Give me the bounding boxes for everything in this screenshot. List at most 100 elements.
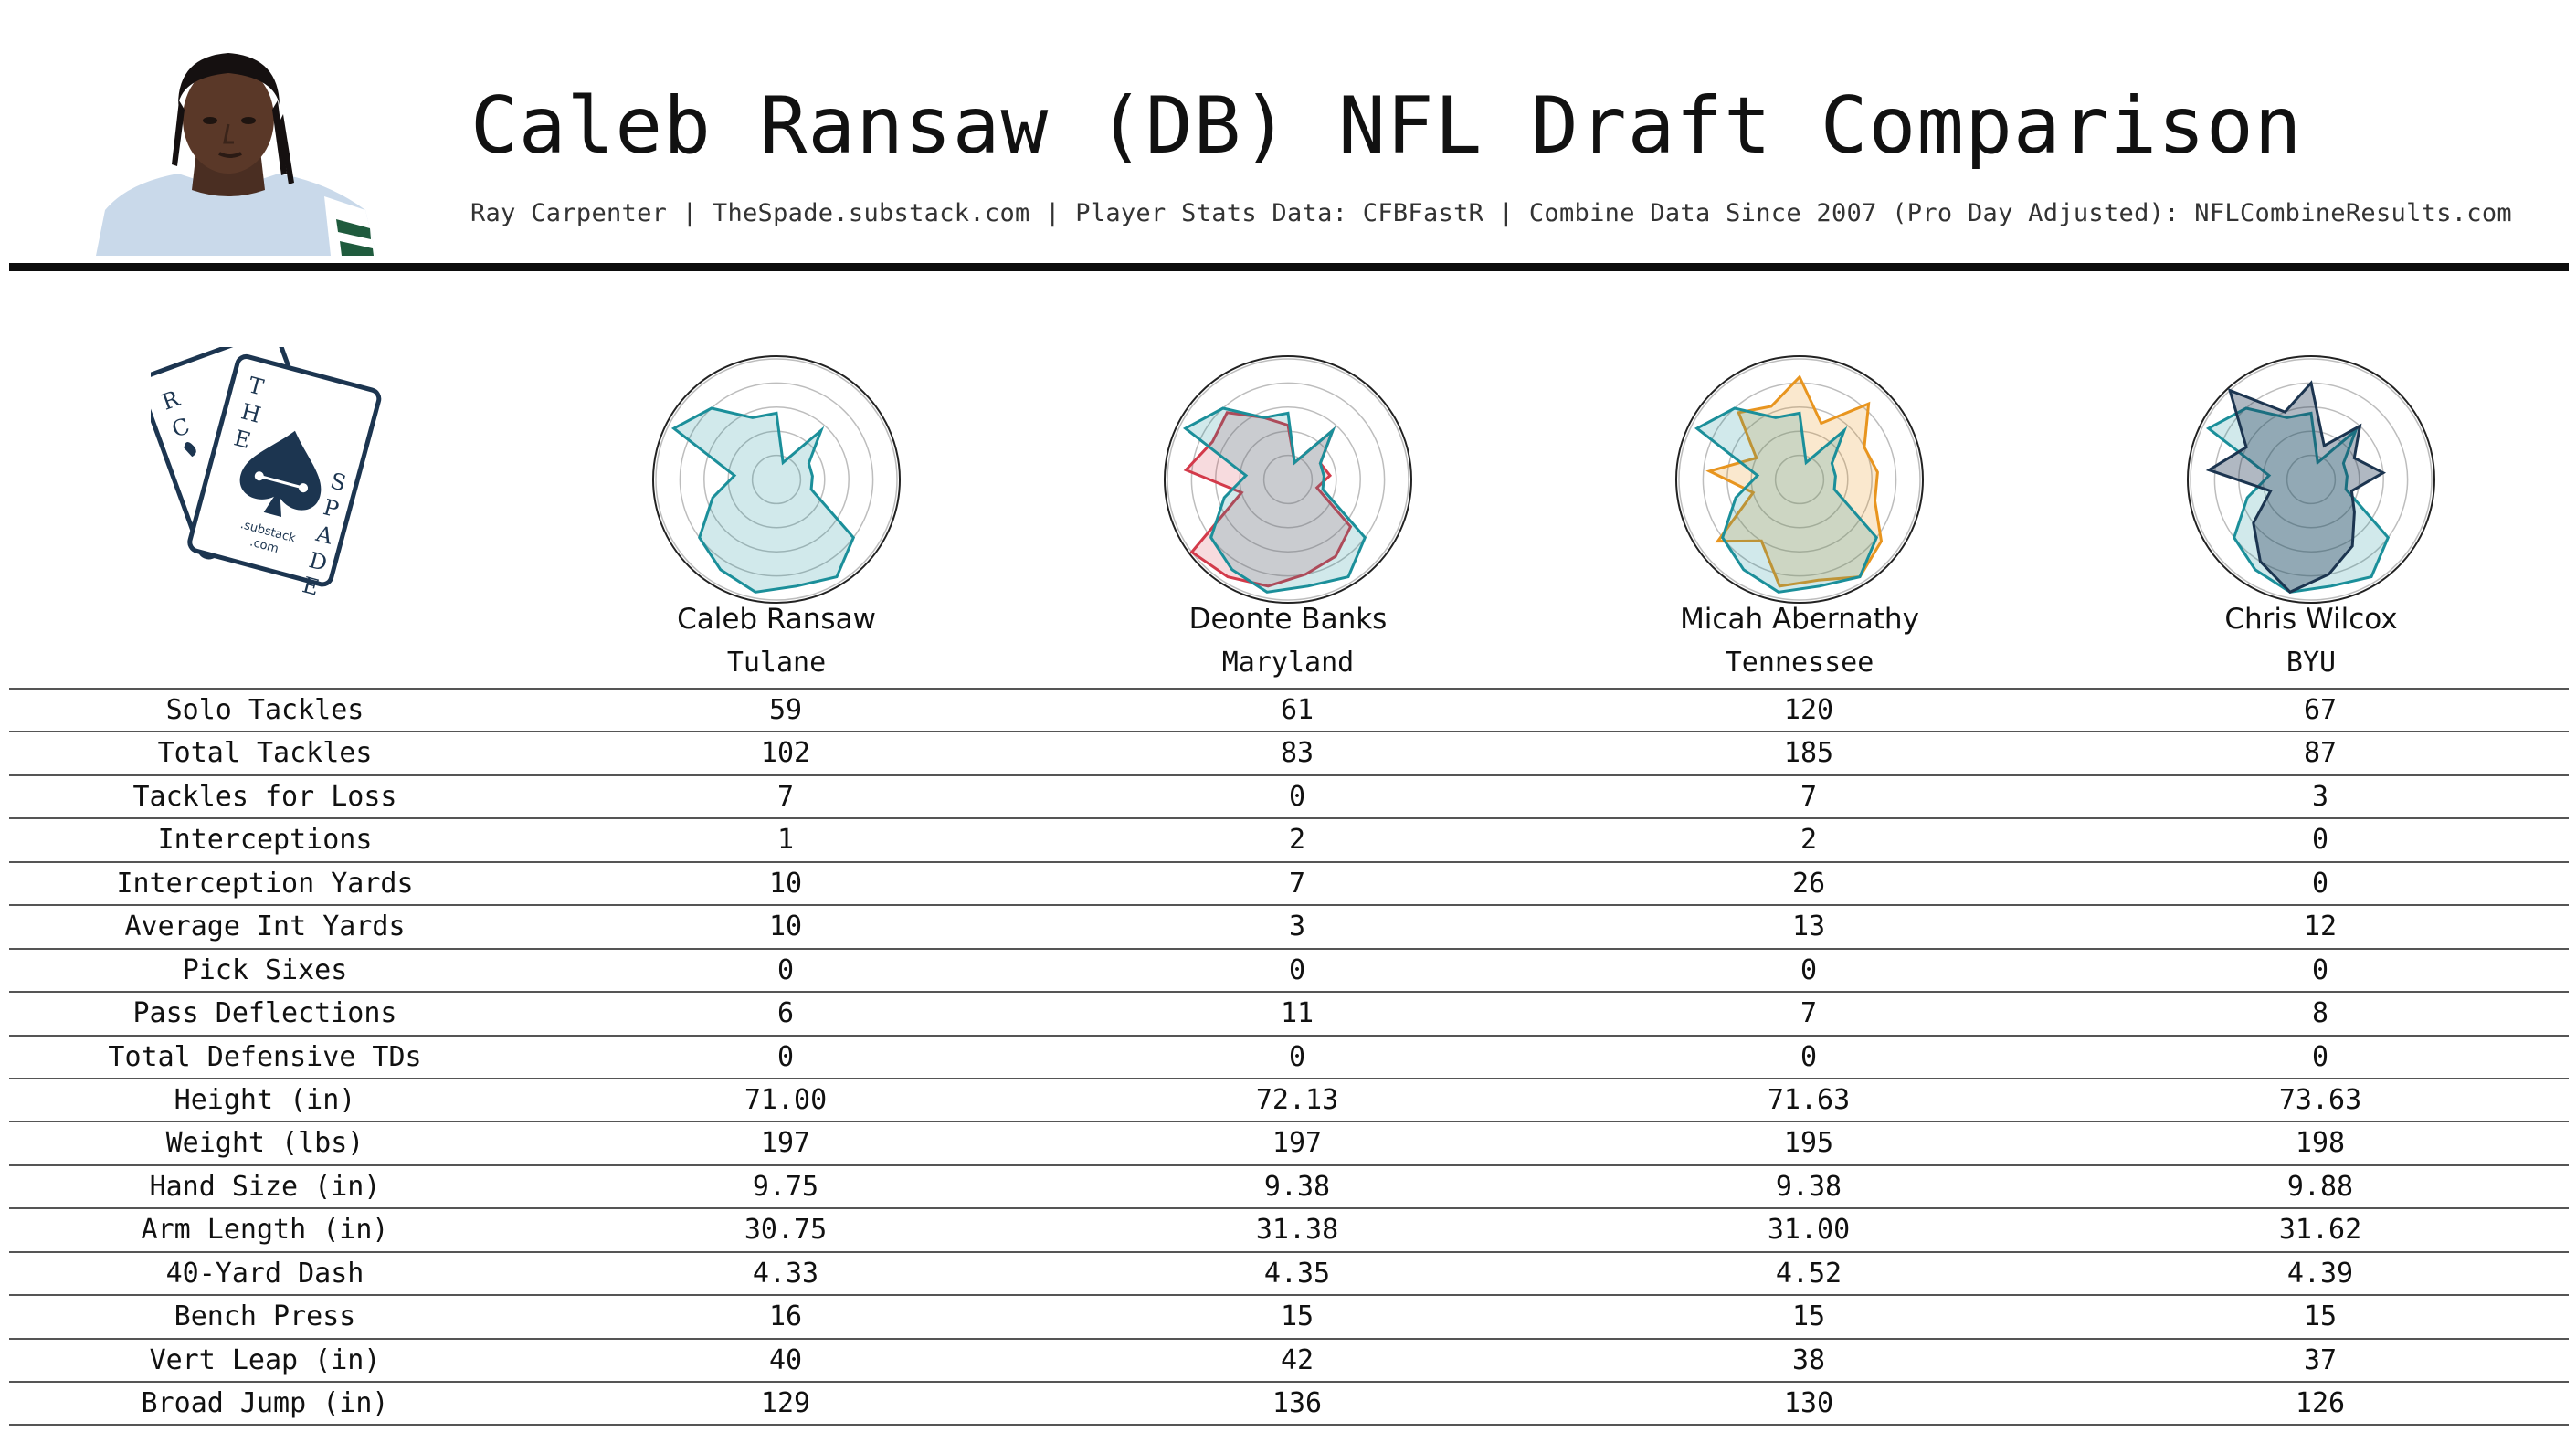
cell-value: 59 (768, 694, 803, 726)
logo-letter-p: P (321, 494, 342, 522)
radar-grid-ring (655, 358, 898, 601)
radar-series-caleb-ransaw (1694, 406, 1879, 594)
cell-value: 0 (2311, 824, 2329, 857)
cell-value: 7 (1800, 780, 1818, 813)
player-name-caleb-ransaw: Caleb Ransaw (677, 603, 876, 636)
cell-value: 37 (2303, 1343, 2338, 1376)
player-name-deonte-banks: Deonte Banks (1188, 603, 1388, 636)
stats-table: Solo Tackles 59 61 120 67 Total Tackles … (9, 688, 2569, 1427)
row-label: Total Defensive TDs (108, 1040, 422, 1073)
cell-value: 72.13 (1255, 1083, 1339, 1116)
cell-value: 7 (776, 780, 795, 813)
cell-value: 3 (2311, 780, 2329, 813)
table-row: Hand Size (in) 9.75 9.38 9.38 9.88 (9, 1164, 2569, 1207)
table-row: Average Int Yards 10 3 13 12 (9, 904, 2569, 947)
cell-value: 195 (1783, 1127, 1834, 1160)
cell-value: 136 (1272, 1387, 1323, 1419)
row-label: Weight (lbs) (165, 1127, 364, 1160)
player-name-micah-abernathy: Micah Abernathy (1680, 603, 1919, 636)
cell-value: 71.00 (744, 1083, 828, 1116)
row-label: Arm Length (in) (141, 1214, 389, 1247)
cell-value: 31.38 (1255, 1214, 1339, 1247)
radar-grid-ring (2262, 430, 2360, 529)
cell-value: 31.00 (1767, 1214, 1851, 1247)
radar-series-chris-wilcox (2205, 380, 2387, 595)
radar-outer-ring (1164, 355, 1412, 604)
cell-value: 6 (776, 997, 795, 1030)
row-label: Bench Press (174, 1300, 356, 1333)
radar-grid-ring (751, 454, 802, 505)
table-row: Vert Leap (in) 40 42 38 37 (9, 1337, 2569, 1381)
cell-value: 31.62 (2278, 1214, 2362, 1247)
cell-value: 0 (1288, 780, 1306, 813)
radar-grid-ring (1678, 358, 1921, 601)
table-row: Solo Tackles 59 61 120 67 (9, 688, 2569, 731)
cell-value: 126 (2295, 1387, 2346, 1419)
cell-value: 40 (768, 1343, 803, 1376)
cell-value: 2 (1288, 824, 1306, 857)
table-row: Total Defensive TDs 0 0 0 0 (9, 1034, 2569, 1078)
cell-value: 11 (1280, 997, 1314, 1030)
radar-grid-ring (703, 406, 850, 553)
radar-grid-ring (1774, 454, 1825, 505)
row-label: Average Int Yards (124, 911, 406, 943)
radar-chart-caleb-ransaw (649, 352, 904, 607)
radar-grid-ring (2286, 454, 2337, 505)
radar-grid-ring (727, 430, 826, 529)
cell-value: 4.39 (2286, 1257, 2354, 1290)
cell-value: 7 (1288, 867, 1306, 900)
page-subtitle: Ray Carpenter | TheSpade.substack.com | … (470, 199, 2512, 227)
radar-series-caleb-ransaw (670, 406, 856, 594)
cell-value: 102 (760, 737, 811, 770)
row-label: Pick Sixes (182, 953, 348, 986)
cell-value: 8 (2311, 997, 2329, 1030)
cell-value: 15 (2303, 1300, 2338, 1333)
table-row: Tackles for Loss 7 0 7 3 (9, 774, 2569, 817)
cell-value: 129 (760, 1387, 811, 1419)
player-school-tulane: Tulane (726, 647, 827, 679)
radar-chart-micah-abernathy (1672, 352, 1927, 607)
cell-value: 0 (776, 953, 795, 986)
cell-value: 197 (1272, 1127, 1323, 1160)
cell-value: 2 (1800, 824, 1818, 857)
row-label: Total Tackles (157, 737, 373, 770)
cell-value: 12 (2303, 911, 2338, 943)
row-label: Interception Yards (116, 867, 414, 900)
table-row: Total Tackles 102 83 185 87 (9, 731, 2569, 774)
cell-value: 0 (1800, 953, 1818, 986)
radar-grid-ring (1215, 406, 1361, 553)
cell-value: 87 (2303, 737, 2338, 770)
table-row: Pick Sixes 0 0 0 0 (9, 947, 2569, 991)
table-row: Pass Deflections 6 11 7 8 (9, 991, 2569, 1034)
cell-value: 4.52 (1775, 1257, 1842, 1290)
cell-value: 9.38 (1263, 1170, 1331, 1203)
cell-value: 198 (2295, 1127, 2346, 1160)
cell-value: 0 (2311, 953, 2329, 986)
cell-value: 1 (776, 824, 795, 857)
cell-value: 13 (1791, 911, 1826, 943)
row-label: Hand Size (in) (149, 1170, 381, 1203)
page-title: Caleb Ransaw (DB) NFL Draft Comparison (470, 80, 2303, 172)
cell-value: 185 (1783, 737, 1834, 770)
cell-value: 120 (1783, 694, 1834, 726)
player-school-maryland: Maryland (1221, 647, 1355, 679)
the-spade-logo: R C T H E S P A D E .substack .com (138, 330, 416, 612)
row-label: Height (in) (174, 1083, 356, 1116)
radar-series-caleb-ransaw (2205, 406, 2391, 594)
cell-value: 9.75 (752, 1170, 819, 1203)
cell-value: 0 (2311, 1040, 2329, 1073)
table-row: 40-Yard Dash 4.33 4.35 4.52 4.39 (9, 1250, 2569, 1294)
table-row: Height (in) 71.00 72.13 71.63 73.63 (9, 1077, 2569, 1121)
table-row: Weight (lbs) 197 197 195 198 (9, 1121, 2569, 1164)
radar-grid-ring (1750, 430, 1849, 529)
cell-value: 7 (1800, 997, 1818, 1030)
table-row: Broad Jump (in) 129 136 130 126 (9, 1381, 2569, 1427)
row-label: Vert Leap (in) (149, 1343, 381, 1376)
cell-value: 15 (1280, 1300, 1314, 1333)
cell-value: 0 (2311, 867, 2329, 900)
cell-value: 197 (760, 1127, 811, 1160)
player-school-byu: BYU (2286, 647, 2337, 679)
row-label: Interceptions (157, 824, 373, 857)
radar-series-micah-abernathy (1705, 374, 1884, 588)
cell-value: 83 (1280, 737, 1314, 770)
